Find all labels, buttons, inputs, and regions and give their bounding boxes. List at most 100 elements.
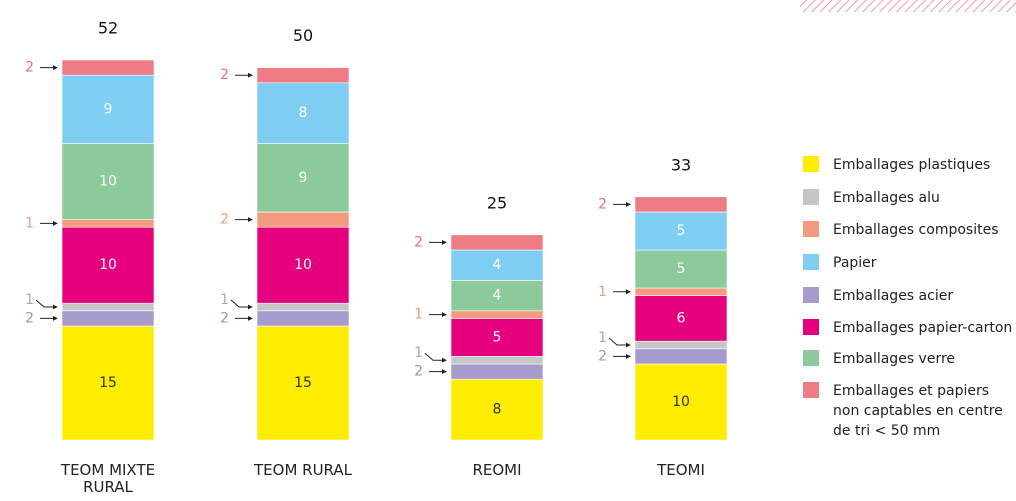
- legend-label: Emballages composites: [833, 222, 999, 238]
- value-label: 4: [493, 288, 502, 304]
- bar-segment: [634, 196, 728, 213]
- legend-swatch: [803, 221, 819, 237]
- value-label: 10: [294, 257, 312, 273]
- value-label: 15: [99, 375, 117, 391]
- bar-segment: [256, 325, 350, 441]
- legend-swatch: [803, 287, 819, 303]
- value-label: 15: [294, 375, 312, 391]
- value-label: 2: [220, 212, 229, 228]
- value-label: 1: [220, 292, 229, 308]
- bar-segment: [256, 310, 350, 327]
- legend-item: Emballages composites: [803, 220, 1013, 240]
- bar-segment: [61, 59, 155, 76]
- bar-segment: [61, 143, 155, 220]
- bar-segment: [634, 211, 728, 251]
- value-label: 2: [25, 310, 34, 326]
- legend-item: Emballages alu: [803, 188, 1013, 208]
- bar-segment: [256, 67, 350, 84]
- category-label: TEOM RURAL: [254, 461, 352, 479]
- value-label: 1: [25, 292, 34, 308]
- bar-segment: [256, 143, 350, 213]
- legend-label: Emballages papier-carton: [833, 320, 1013, 336]
- legend-label: Papier: [833, 255, 877, 271]
- value-label: 1: [25, 215, 34, 231]
- bar-segment: [634, 287, 728, 296]
- bar-segment: [61, 219, 155, 228]
- bar-segment: [634, 348, 728, 365]
- bar-segment: [634, 363, 728, 441]
- bar-segment: [61, 302, 155, 312]
- value-label: 9: [299, 170, 308, 186]
- decoration: [800, 0, 1016, 12]
- bar-segment: [450, 318, 544, 357]
- value-label: 5: [677, 261, 686, 277]
- legend-swatch: [803, 254, 819, 270]
- legend-item: Emballages plastiques: [803, 155, 1013, 175]
- value-label: 2: [414, 364, 423, 380]
- bar-segment: [634, 249, 728, 289]
- value-label: 8: [299, 105, 308, 121]
- value-label: 2: [25, 60, 34, 76]
- bar-segment: [61, 310, 155, 327]
- value-label: 2: [598, 196, 607, 212]
- bar-segment: [61, 226, 155, 304]
- bar-segment: [450, 356, 544, 365]
- bar-segment: [256, 211, 350, 228]
- value-label: 9: [104, 101, 113, 117]
- legend-swatch: [803, 350, 819, 366]
- bar-segment: [61, 74, 155, 144]
- legend-swatch: [803, 189, 819, 205]
- bar-segment: [256, 226, 350, 304]
- value-label: 2: [220, 67, 229, 83]
- legend-item: Emballages papier-carton: [803, 318, 1013, 338]
- arrow: [608, 337, 631, 348]
- total-label: 50: [293, 26, 313, 45]
- total-label: 25: [487, 193, 507, 212]
- bar-segment: [634, 340, 728, 350]
- legend-swatch: [803, 156, 819, 172]
- value-label: 1: [598, 284, 607, 300]
- total-label: 52: [98, 19, 118, 38]
- bar-segment: [61, 325, 155, 441]
- legend-label: Emballages et papiers non captables en c…: [833, 383, 1003, 439]
- bar-segment: [256, 82, 350, 144]
- bar-segment: [634, 295, 728, 342]
- arrow: [35, 299, 58, 310]
- value-label: 2: [598, 348, 607, 364]
- legend-label: Emballages verre: [833, 351, 956, 367]
- arrow: [424, 352, 447, 363]
- category-label: REOMI: [472, 461, 522, 479]
- value-label: 5: [493, 329, 502, 345]
- value-label: 10: [99, 174, 117, 190]
- value-label: 1: [598, 330, 607, 346]
- value-label: 1: [414, 307, 423, 323]
- legend-swatch: [803, 319, 819, 335]
- value-label: 2: [414, 234, 423, 250]
- category-label: TEOMI: [657, 461, 705, 479]
- value-label: 6: [677, 310, 686, 326]
- legend-label: Emballages acier: [833, 288, 954, 304]
- value-label: 10: [672, 394, 690, 410]
- value-label: 8: [493, 402, 502, 418]
- legend-item: Papier: [803, 253, 1013, 273]
- category-label: TEOM MIXTE RURAL: [60, 461, 156, 496]
- legend-label: Emballages plastiques: [833, 157, 991, 173]
- total-label: 33: [671, 155, 691, 174]
- bar-segment: [450, 310, 544, 319]
- legend-item: Emballages et papiers non captables en c…: [803, 381, 1013, 441]
- bar-segment: [450, 363, 544, 380]
- bar-segment: [450, 234, 544, 251]
- legend-label: Emballages alu: [833, 190, 940, 206]
- bar-segment: [450, 249, 544, 281]
- legend-swatch: [803, 382, 819, 398]
- value-label: 10: [99, 257, 117, 273]
- arrow: [230, 299, 253, 310]
- value-label: 5: [677, 223, 686, 239]
- value-label: 1: [414, 345, 423, 361]
- value-label: 2: [220, 310, 229, 326]
- legend-item: Emballages verre: [803, 349, 1013, 369]
- value-label: 4: [493, 257, 502, 273]
- legend-item: Emballages acier: [803, 286, 1013, 306]
